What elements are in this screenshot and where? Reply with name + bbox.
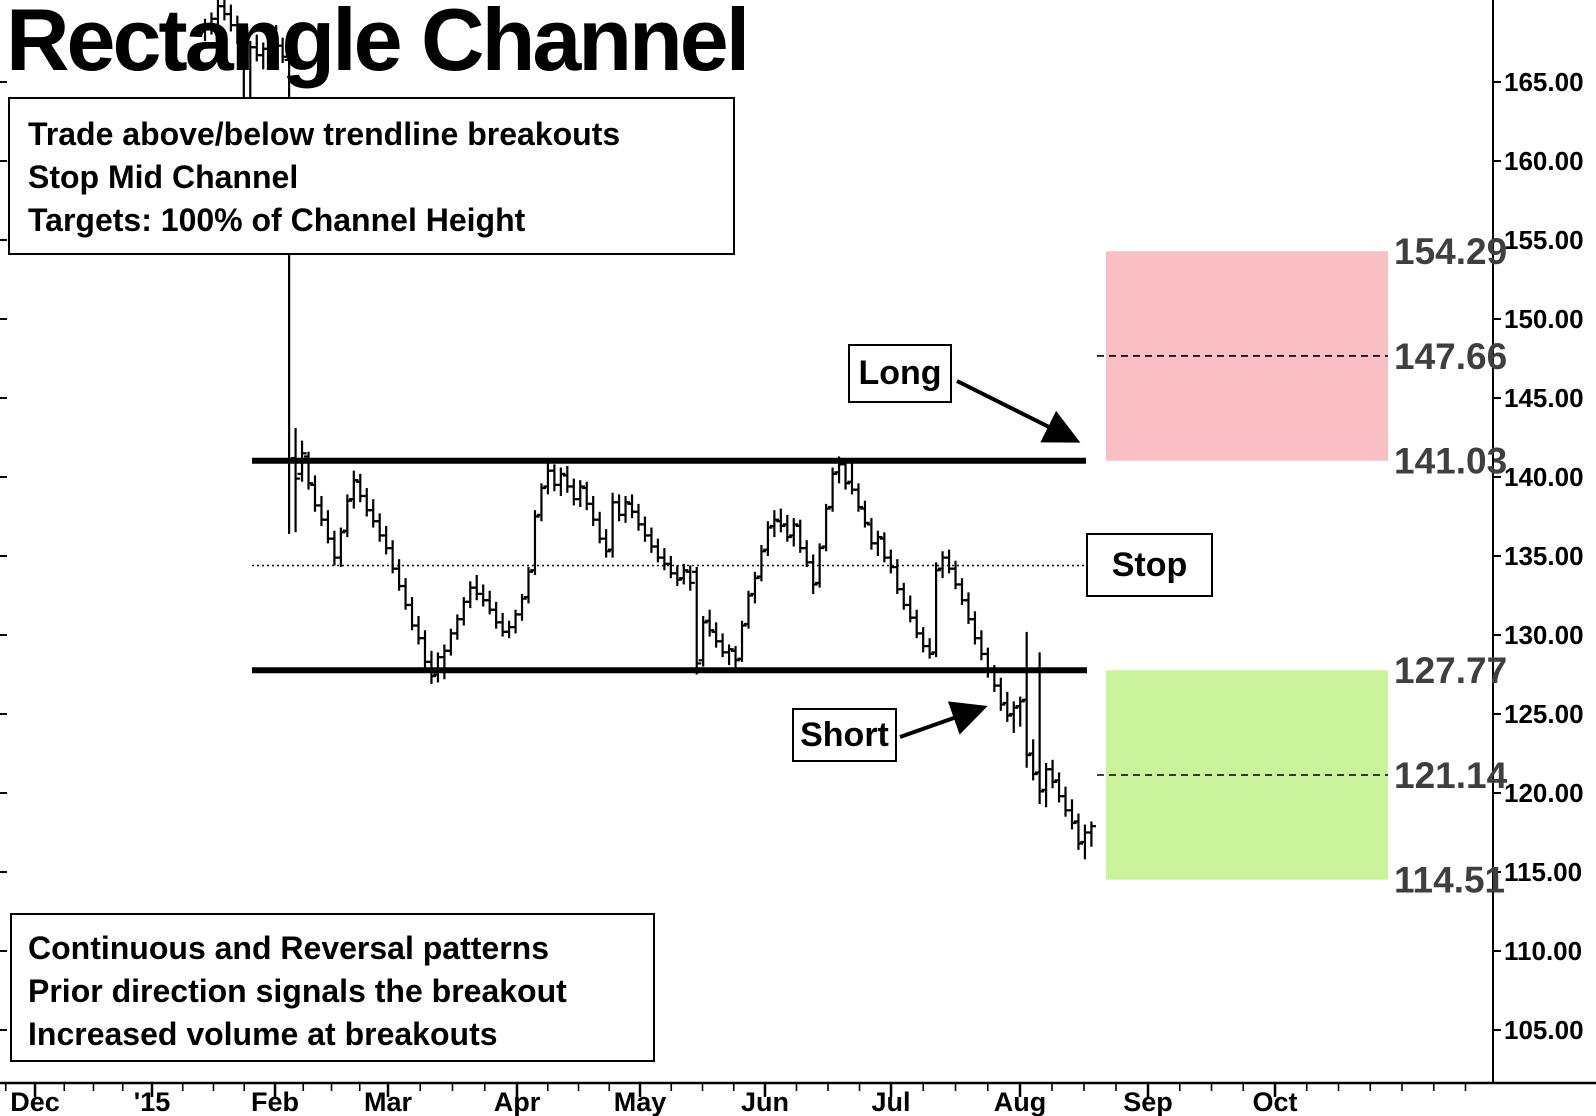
channel-lines bbox=[252, 457, 1087, 674]
price-tick-label: 160.00 bbox=[1504, 146, 1584, 176]
month-label: '15 bbox=[134, 1087, 170, 1116]
level-label: 127.77 bbox=[1394, 650, 1507, 691]
level-label: 114.51 bbox=[1394, 860, 1505, 901]
price-tick-label: 125.00 bbox=[1504, 699, 1584, 729]
month-label: Feb bbox=[251, 1087, 299, 1116]
level-label: 121.14 bbox=[1394, 755, 1508, 796]
month-label: Jul bbox=[871, 1087, 910, 1116]
price-tick-label: 135.00 bbox=[1504, 541, 1584, 571]
strategy-line-1: Trade above/below trendline breakouts bbox=[28, 116, 621, 152]
short-callout: Short bbox=[792, 708, 897, 762]
month-label: Jun bbox=[741, 1087, 789, 1116]
annotation-arrows bbox=[899, 379, 1081, 739]
long-arrow bbox=[956, 379, 1081, 443]
price-tick-label: 145.00 bbox=[1504, 383, 1584, 413]
level-label: 154.29 bbox=[1394, 231, 1507, 272]
time-axis: Dec '15 Feb Mar Apr May Jun Jul Aug Sep Oct bbox=[4, 1083, 1467, 1116]
notes-line-3: Increased volume at breakouts bbox=[28, 1016, 498, 1052]
price-tick-label: 115.00 bbox=[1504, 857, 1582, 887]
month-label: Mar bbox=[364, 1087, 413, 1116]
pattern-notes-box: Continuous and Reversal patterns Prior d… bbox=[10, 913, 655, 1062]
price-tick-label: 130.00 bbox=[1504, 620, 1584, 650]
short-arrow bbox=[899, 701, 988, 739]
level-label: 141.03 bbox=[1394, 441, 1507, 482]
price-tick-label: 155.00 bbox=[1504, 225, 1584, 255]
price-tick-label: 110.00 bbox=[1504, 936, 1582, 966]
axes bbox=[0, 0, 1596, 1085]
target-zones bbox=[1097, 251, 1388, 880]
price-tick-label: 140.00 bbox=[1504, 462, 1584, 492]
strategy-info-box: Trade above/below trendline breakouts St… bbox=[8, 97, 735, 255]
month-label: Oct bbox=[1252, 1087, 1297, 1116]
notes-line-2: Prior direction signals the breakout bbox=[28, 973, 567, 1009]
stop-callout: Stop bbox=[1086, 533, 1213, 597]
price-tick-label: 150.00 bbox=[1504, 304, 1584, 334]
price-tick-label: 165.00 bbox=[1504, 67, 1584, 97]
month-label: Aug bbox=[994, 1087, 1046, 1116]
price-tick-label: 120.00 bbox=[1504, 778, 1584, 808]
long-callout: Long bbox=[848, 344, 952, 403]
strategy-line-2: Stop Mid Channel bbox=[28, 159, 299, 195]
level-labels: 154.29 147.66 141.03 127.77 121.14 114.51 bbox=[1394, 231, 1508, 901]
month-label: Apr bbox=[494, 1087, 541, 1116]
ohlc-bars bbox=[200, 0, 1096, 860]
strategy-line-3: Targets: 100% of Channel Height bbox=[28, 202, 526, 238]
notes-line-1: Continuous and Reversal patterns bbox=[28, 930, 549, 966]
month-label: Sep bbox=[1123, 1087, 1173, 1116]
level-label: 147.66 bbox=[1394, 336, 1507, 377]
month-label: May bbox=[614, 1087, 667, 1116]
month-label: Dec bbox=[10, 1087, 60, 1116]
price-axis: 165.00 160.00 155.00 150.00 145.00 140.00 135.… bbox=[0, 67, 1584, 1045]
page-title: Rectangle Channel bbox=[6, 0, 750, 89]
price-tick-label: 105.00 bbox=[1504, 1015, 1584, 1045]
